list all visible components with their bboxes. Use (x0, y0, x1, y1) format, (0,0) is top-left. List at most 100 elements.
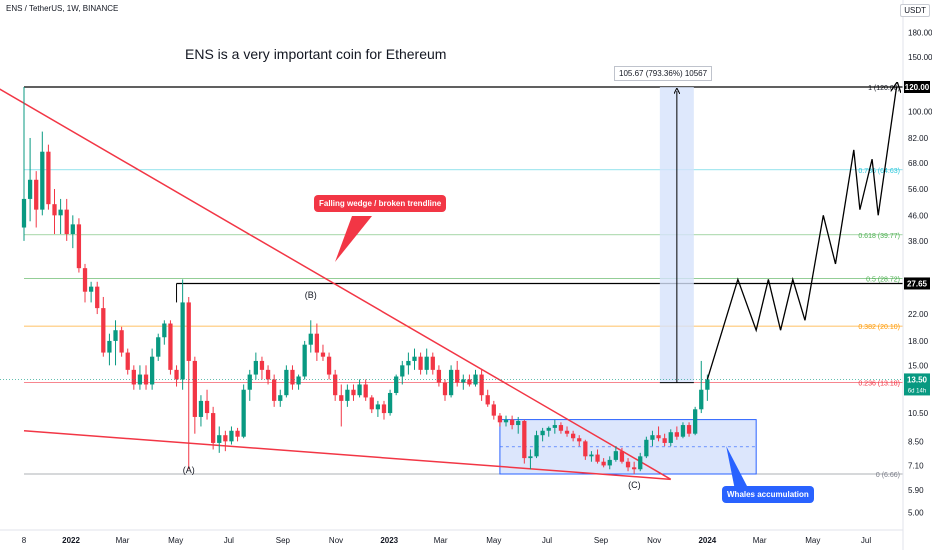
candle-body (58, 209, 63, 216)
candle-body (149, 356, 155, 385)
wedge-callout-pointer (335, 216, 372, 262)
candle-body (198, 400, 204, 417)
candle-body (479, 374, 484, 396)
candle-body (351, 389, 356, 396)
fib-label: 1 (120.00) (868, 85, 900, 92)
candle-body (418, 356, 423, 370)
candle-body (308, 333, 313, 345)
candle-body (290, 369, 295, 385)
current-price-countdown: 6d 14h (908, 388, 926, 394)
candle-body (27, 179, 33, 199)
projection-layer (706, 87, 896, 380)
currency-unit-button[interactable]: USDT (900, 4, 930, 17)
candle-body (52, 204, 57, 216)
candle-body (528, 456, 533, 459)
x-tick-label: May (805, 536, 820, 545)
fib-label: 0 (6.66) (876, 472, 900, 479)
x-tick-label: May (168, 536, 183, 545)
candle-body (211, 413, 216, 443)
candle-body (668, 432, 673, 443)
candle-body (101, 308, 106, 353)
candle-body (656, 435, 661, 439)
candle-body (339, 395, 344, 401)
candle-body (76, 224, 82, 269)
candle-body (552, 425, 557, 428)
fibonacci-levels: 1 (120.00) 0.786 (64.63) 0.618 (39.77) 0.5 … (23, 85, 903, 479)
candle-body (296, 376, 301, 385)
candle-body (168, 323, 173, 370)
candle-body (516, 420, 521, 426)
candle-body (162, 323, 167, 338)
fib-label: 0.618 (39.77) (858, 233, 900, 240)
y-tick-label: 150.00 (908, 53, 932, 62)
candle-body (613, 451, 618, 460)
candle-body (601, 461, 606, 466)
price-tag (904, 277, 930, 290)
candle-body (375, 404, 381, 410)
candle-body (88, 286, 94, 292)
candle-body (455, 369, 460, 383)
candle-body (223, 435, 228, 442)
x-tick-label: Nov (647, 536, 661, 545)
price-tags-layer: 120.00 27.65 13.50 6d 14h (0, 81, 930, 396)
candle-body (442, 382, 448, 396)
candle-body (461, 379, 466, 383)
y-tick-label: 180.00 (908, 29, 932, 38)
candle-body (113, 330, 118, 341)
x-tick-label: 2022 (62, 536, 80, 545)
candle-body (272, 379, 277, 401)
x-tick-label: Sep (276, 536, 291, 545)
price-tag (904, 81, 930, 93)
candle-body (357, 384, 362, 396)
candle-body (34, 179, 39, 210)
x-tick-label: Mar (434, 536, 448, 545)
candle-body (369, 397, 374, 410)
whales-callout: Whales accumulation (722, 486, 814, 503)
y-tick-label: 38.00 (908, 237, 929, 246)
price-tag-label: 120.00 (905, 83, 930, 92)
chart-title: ENS is a very important coin for Ethereu… (185, 46, 447, 62)
fib-label: 0.382 (20.10) (858, 324, 900, 331)
accumulation-box-layer (499, 87, 757, 496)
x-tick-label: Jul (542, 536, 552, 545)
candle-body (546, 427, 551, 431)
candle-body (21, 198, 27, 228)
candle-body (406, 360, 411, 366)
y-tick-label: 22.00 (908, 310, 929, 319)
candle-body (107, 340, 112, 353)
candle-body (509, 419, 515, 426)
candle-body (436, 369, 442, 383)
candle-body (705, 379, 710, 390)
projection-path (706, 87, 896, 380)
candle-body (497, 415, 503, 423)
x-tick-label: Mar (753, 536, 767, 545)
candle-body (534, 435, 539, 457)
candle-body (632, 467, 637, 470)
candle-body (485, 395, 490, 405)
current-price-tag (904, 373, 930, 396)
candle-body (229, 430, 234, 442)
candle-body (430, 356, 435, 370)
candle-body (143, 374, 149, 385)
candle-body (46, 151, 51, 205)
candle-body (558, 425, 564, 431)
candle-body (314, 333, 320, 353)
fib-label: 0.5 (28.72) (866, 276, 900, 283)
candle-body (564, 430, 570, 434)
candle-body (284, 369, 289, 396)
candle-body (137, 374, 143, 385)
symbol-title: ENS / TetherUS, 1W, BINANCE (6, 4, 119, 13)
measure-label: 105.67 (793.36%) 10567 (614, 66, 713, 81)
candle-body (131, 369, 136, 385)
candle-body (607, 459, 612, 466)
candle-body (625, 461, 631, 468)
candle-body (522, 420, 527, 459)
wave-label-c: (C) (628, 480, 641, 491)
candle-body (265, 369, 271, 380)
candle-body (644, 439, 649, 457)
wedge-trendline (0, 88, 672, 480)
candle-body (247, 374, 252, 390)
y-tick-label: 68.00 (908, 159, 929, 168)
